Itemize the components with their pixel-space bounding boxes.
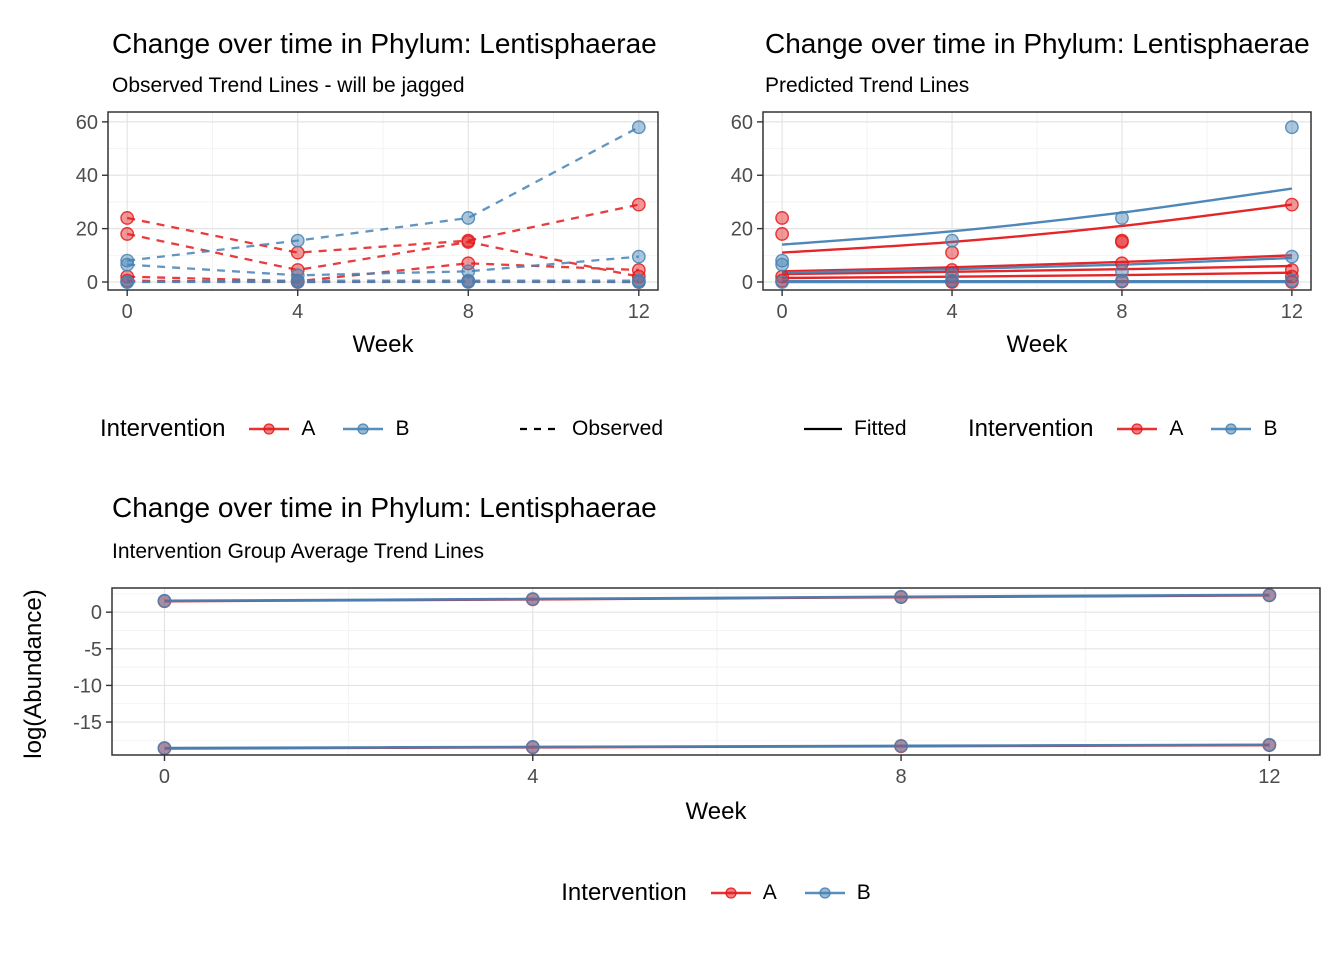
group-a-line-dot-key-icon [710,887,751,899]
average-chart-subtitle: Intervention Group Average Trend Lines [112,540,485,563]
group-b-line-dot-key-icon [1211,423,1252,435]
predicted-chart-legend: Intervention A B [968,408,1303,450]
observed-chart-title: Change over time in Phylum: Lentisphaera… [112,28,657,59]
observed-chart-plot: 0 4 8 12 0 20 40 60 [76,111,659,323]
observed-chart-legend: Intervention A B [100,408,435,450]
y-tick-label: -5 [84,639,102,661]
grid-lines [763,112,1311,290]
series-points [157,588,1277,756]
legend-label-b: B [395,417,410,440]
group-b-line-dot-key-icon [343,423,384,435]
series-lines [126,126,640,284]
average-y-axis-title: log(Abundance) [20,589,47,759]
panel-border [107,111,659,291]
x-tick-label: 8 [1116,301,1127,323]
y-tick-label: 0 [91,602,102,624]
y-tick-label: 20 [731,219,753,241]
legend-item-fitted: Fitted [802,417,907,441]
legend-title-intervention: Intervention [561,879,687,906]
legend-item-observed: Observed [518,417,663,441]
legend-label-a: A [762,881,777,904]
x-tick-label: 12 [1258,766,1280,788]
legend-title-intervention: Intervention [100,415,226,442]
legend-item-group-b: B [341,417,409,441]
legend-item-group-a: A [247,417,315,441]
series-lines [782,187,1293,284]
y-tick-label: -15 [73,712,102,734]
x-tick-label: 4 [527,766,538,788]
x-tick-label: 12 [628,301,650,323]
legend-label-a: A [1169,417,1184,440]
legend-item-group-b: B [1209,417,1277,441]
fitted-linetype-legend: Fitted [802,408,933,450]
grid-lines [108,112,658,290]
series-lines [164,593,1270,750]
legend-label-a: A [301,417,316,440]
axis-ticks-and-labels: 0 4 8 12 0 20 40 60 [76,112,650,323]
observed-chart-subtitle: Observed Trend Lines - will be jagged [112,74,465,97]
x-tick-label: 8 [896,766,907,788]
x-tick-label: 0 [777,301,788,323]
x-tick-label: 4 [292,301,303,323]
legend-label-b: B [1263,417,1278,440]
legend-label-b: B [856,881,871,904]
group-a-line-dot-key-icon [1117,423,1158,435]
average-chart-title: Change over time in Phylum: Lentisphaera… [112,492,657,523]
panel-border [111,587,1321,756]
predicted-chart-plot: 0 4 8 12 0 20 40 60 [731,111,1312,323]
grid-lines [112,588,1320,755]
predicted-x-axis-title: Week [1006,331,1068,358]
predicted-chart-title: Change over time in Phylum: Lentisphaera… [765,28,1310,59]
average-chart-legend: Intervention A B [88,872,1344,914]
x-tick-label: 12 [1281,301,1303,323]
y-tick-label: 60 [76,112,98,134]
average-chart-plot: 0 4 8 12 0 -5 -10 -15 [73,587,1321,788]
group-b-line-dot-key-icon [804,887,845,899]
x-tick-label: 0 [159,766,170,788]
panel-border [762,111,1312,291]
average-x-axis-title: Week [685,798,747,825]
x-tick-label: 4 [946,301,957,323]
axis-ticks-and-labels: 0 4 8 12 0 20 40 60 [731,112,1303,323]
y-tick-label: 60 [731,112,753,134]
y-tick-label: 0 [742,272,753,294]
axis-ticks-and-labels: 0 4 8 12 0 -5 -10 -15 [73,602,1280,788]
predicted-chart-subtitle: Predicted Trend Lines [765,74,970,97]
y-tick-label: -10 [73,675,102,697]
legend-label-observed: Observed [572,417,664,440]
series-points [120,120,646,289]
legend-item-group-a: A [709,881,777,905]
legend-item-group-b: B [803,881,871,905]
dashed-line-key-icon [520,427,560,431]
x-tick-label: 8 [463,301,474,323]
legend-title-intervention: Intervention [968,415,1094,442]
observed-linetype-legend: Observed [518,408,689,450]
y-tick-label: 20 [76,219,98,241]
y-tick-label: 40 [731,165,753,187]
observed-x-axis-title: Week [352,331,414,358]
series-points [775,120,1299,289]
x-tick-label: 0 [122,301,133,323]
group-a-line-dot-key-icon [249,423,290,435]
legend-label-fitted: Fitted [854,417,907,440]
solid-line-key-icon [804,427,842,431]
y-tick-label: 40 [76,165,98,187]
y-tick-label: 0 [87,272,98,294]
legend-item-group-a: A [1115,417,1183,441]
